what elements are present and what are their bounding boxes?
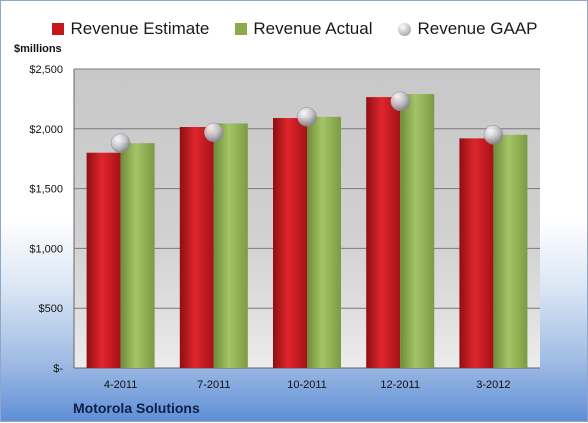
marker-revenue-gaap [204,122,224,143]
bar-revenue-actual [400,94,435,368]
marker-revenue-gaap [110,133,131,153]
legend-label-estimate: Revenue Estimate [70,19,210,38]
y-axis-unit-label: $millions [14,43,62,55]
y-tick-label: $2,000 [29,124,63,136]
marker-revenue-gaap [297,107,317,127]
legend-swatch-estimate [52,23,65,35]
legend: Revenue Estimate Revenue Actual Revenue … [1,15,588,43]
x-tick-label: 4-2011 [104,379,137,391]
marker-revenue-gaap [390,91,410,112]
y-tick-label: $2,500 [29,64,63,76]
bar-revenue-estimate [179,127,214,368]
legend-swatch-actual [235,23,248,35]
legend-item-actual: Revenue Actual [235,15,372,43]
legend-item-gaap: Revenue GAAP [398,15,538,43]
x-tick-label: 3-2012 [476,379,510,391]
bar-revenue-actual [493,134,528,368]
bar-revenue-estimate [366,97,401,368]
bar-revenue-estimate [459,138,494,368]
company-name: Motorola Solutions [73,400,200,416]
bar-revenue-estimate [273,118,307,368]
y-tick-label: $500 [39,303,63,315]
bar-revenue-actual [213,123,248,368]
legend-label-gaap: Revenue GAAP [417,19,538,38]
bar-revenue-actual [120,143,155,368]
legend-item-estimate: Revenue Estimate [52,15,209,43]
bar-revenue-estimate [86,152,121,368]
legend-marker-gaap [398,22,412,36]
bar-revenue-actual [307,116,341,368]
y-tick-label: $1,000 [29,243,63,255]
x-tick-label: 10-2011 [287,379,327,391]
marker-revenue-gaap [483,125,504,145]
x-tick-label: 7-2011 [197,379,230,391]
legend-label-actual: Revenue Actual [253,19,373,38]
y-tick-label: $1,500 [29,184,63,196]
x-tick-label: 12-2011 [380,379,420,391]
y-tick-label: $- [53,363,63,375]
